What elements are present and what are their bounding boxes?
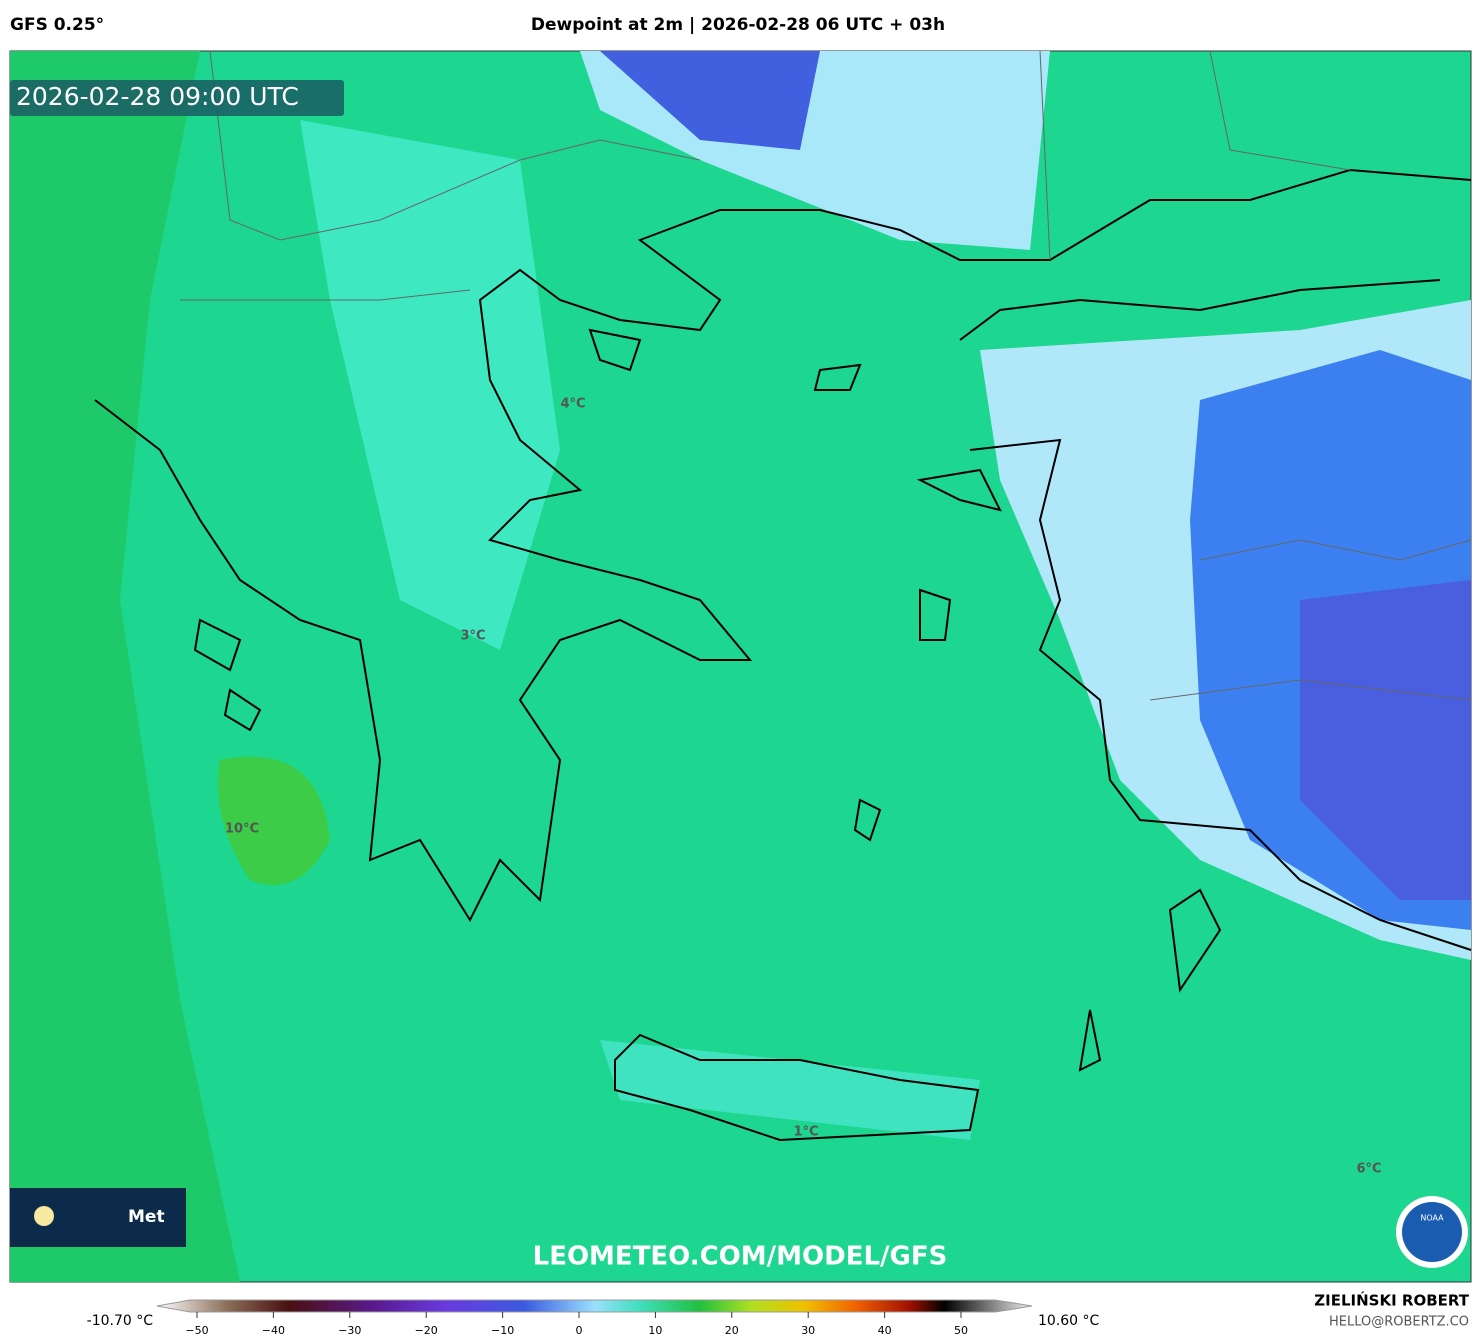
field-cold-core-north (600, 51, 820, 150)
author: ZIELIŃSKI ROBERT (1314, 1291, 1469, 1310)
valid-time: 2026-02-28 09:00 UTC (16, 82, 299, 111)
contour-label: 3°C (460, 629, 485, 644)
watermark: LEOMETEO.COM/MODEL/GFS (533, 1242, 948, 1272)
field-crete (600, 1040, 980, 1140)
colorbar-min: -10.70 °C (87, 1313, 154, 1329)
colorbar-max: 10.60 °C (1038, 1313, 1100, 1329)
noaa-logo-inner (1402, 1202, 1462, 1262)
colorbar-tick-label: 10 (648, 1324, 662, 1337)
colorbar-scale (156, 1299, 1033, 1313)
colorbar: -10.70 °C 10.60 °C −50 −40 −30 −20 −10 0 10 20 3… (87, 1299, 1100, 1337)
model-name: GFS 0.25° (10, 15, 104, 35)
colorbar-tick-label: 50 (954, 1324, 968, 1337)
field-coldest (1300, 580, 1471, 900)
email: HELLO@ROBERTZ.CO (1329, 1315, 1469, 1330)
noaa-text: NOAA (1420, 1214, 1444, 1223)
logo-sun (34, 1206, 54, 1226)
colorbar-tick-label: 30 (801, 1324, 815, 1337)
colorbar-tick-label: −50 (185, 1324, 208, 1337)
time-box (10, 80, 344, 116)
colorbar-tick-label: −40 (262, 1324, 285, 1337)
colorbar-tick-label: −20 (415, 1324, 438, 1337)
field-warm (218, 756, 330, 885)
contour-label: 1°C (793, 1125, 818, 1140)
contour-label: 6°C (1356, 1162, 1381, 1177)
colorbar-tick-label: 40 (878, 1324, 892, 1337)
map-title: Dewpoint at 2m | 2026-02-28 06 UTC + 03h (531, 15, 945, 35)
coastlines (94, 168, 1472, 1142)
colorbar-tick-label: 0 (576, 1324, 583, 1337)
colorbar-tick-label: −30 (338, 1324, 361, 1337)
map: 2026-02-28 09:00 UTC 4°C 3°C 10°C 1°C 6°… (9, 50, 1472, 1283)
borders (180, 50, 1472, 701)
colorbar-tick-label: 20 (725, 1324, 739, 1337)
colorbar-tick-label: −10 (491, 1324, 514, 1337)
contour-label: 4°C (560, 397, 585, 412)
contour-label: 10°C (225, 822, 259, 837)
logo-text: Met (128, 1207, 165, 1227)
field-light (300, 120, 560, 650)
field-west (10, 51, 240, 1282)
